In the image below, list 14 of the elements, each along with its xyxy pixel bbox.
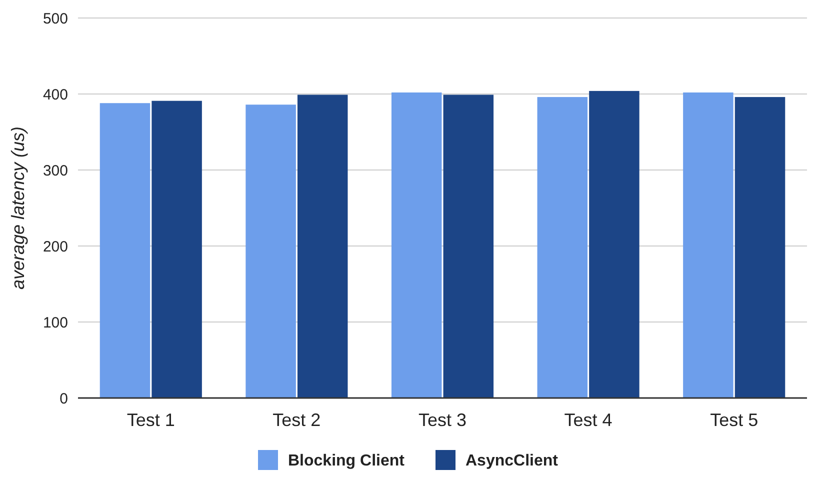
- legend-label: AsyncClient: [466, 452, 559, 470]
- y-tick-label: 500: [42, 10, 68, 28]
- x-tick-label: Test 5: [710, 410, 758, 430]
- y-tick-label: 400: [42, 86, 68, 104]
- x-tick-label: Test 1: [126, 410, 175, 430]
- x-tick-label: Test 4: [564, 410, 612, 430]
- y-tick-label: 300: [42, 162, 68, 180]
- x-tick-label: Test 3: [418, 410, 467, 430]
- y-tick-label: 100: [42, 314, 68, 332]
- y-axis-title: average latency (us): [8, 126, 28, 290]
- y-tick-label: 200: [42, 238, 68, 256]
- y-tick-label: 0: [60, 390, 68, 408]
- legend-label: Blocking Client: [288, 452, 406, 470]
- x-tick-label: Test 2: [272, 410, 321, 430]
